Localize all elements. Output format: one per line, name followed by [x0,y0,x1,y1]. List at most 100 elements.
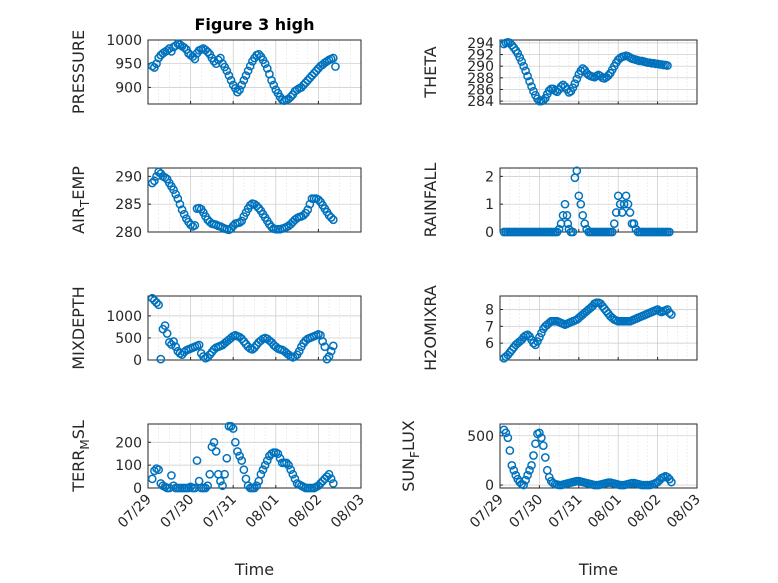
mixdepth-data-point [160,321,170,330]
pressure-data-point [305,73,315,83]
terr_msl-data-point [164,483,174,493]
terr_msl-data-point [190,483,200,493]
rainfall-data-point [580,219,590,229]
pressure-data-point [179,43,189,52]
h2omixra-y-tick-label: 8 [485,302,494,318]
pressure-data-point [307,71,317,80]
theta-y-tick-label: 292 [467,48,494,64]
terr_msl-data-point [237,456,247,465]
theta-data-point [523,71,532,81]
pressure-data-point [309,68,319,78]
pressure-y-tick-label: 900 [115,80,142,96]
h2omixra-data-point [529,338,538,348]
terr_msl-y-axis-label-main: TERR [69,450,88,493]
terr_msl-data-point [220,469,230,479]
terr_msl-x-tick-label: 07/30 [158,492,198,532]
sun_flux-y-tick-label: 500 [467,429,494,445]
pressure-data-point [328,53,338,63]
terr_msl-x-tick-label: 08/01 [243,492,283,532]
terr_msl-data-point [167,471,176,480]
theta-data-point [529,86,538,96]
rainfall-data-point [623,199,633,209]
sun_flux-x-tick-label: 08/02 [625,492,665,532]
rainfall-y-tick-label: 1 [485,197,494,213]
pressure-data-point [267,75,276,85]
mixdepth-y-axis-label-text: MIXDEPTH [69,286,88,369]
terr_msl-data-point [314,481,323,491]
terr_msl-data-point [258,465,268,475]
pressure-data-point [167,47,176,56]
sun_flux-x-tick-label: 07/30 [506,492,546,532]
theta-y-axis-label: THETA [421,46,440,98]
sun_flux-data-point [537,433,546,443]
terr_msl-data-point [205,469,215,479]
panel-air_temp: 280 285 290 AIRTEMP [69,166,362,241]
air_temp-data-point [314,195,323,205]
air_temp-data-point [326,213,336,222]
h2omixra-y-tick-label: 7 [485,319,494,335]
terr_msl-data-point [239,465,249,475]
terr_msl-data-point [222,453,232,463]
mixdepth-data-point [179,347,189,357]
mixdepth-y-axis-label: MIXDEPTH [69,286,88,369]
terr_msl-data-point [147,474,157,484]
mixdepth-data-point [209,345,219,354]
sun_flux-data-point [527,461,536,470]
theta-y-tick-label: 294 [467,36,494,52]
air_temp-data-point [175,199,185,209]
rainfall-data-point [625,208,635,217]
panel-rainfall: 0 1 2 RAINFALL [421,163,698,241]
pressure-data-point [331,62,340,71]
sun_flux-data-point [507,461,517,470]
sun_flux-data-point [505,446,515,455]
rainfall-data-point [576,199,586,209]
terr_msl-data-point [233,447,242,456]
theta-data-point [538,96,548,105]
theta-data-point [517,57,527,66]
terr_msl-data-point [288,469,298,479]
terr_msl-data-point [260,460,270,470]
pressure-axes-frame [147,39,362,105]
sun_flux-data-point [535,428,544,438]
mixdepth-data-point [318,337,328,346]
sun_flux-data-point [531,439,540,449]
terr_msl-y-axis-label-rest: SL [69,420,88,439]
mixdepth-data-point [326,346,336,356]
mixdepth-data-point [164,337,174,347]
terr_msl-y-axis-label-sub: M [78,439,92,449]
air_temp-data-point [179,209,189,219]
terr_msl-x-tick-label: 07/29 [115,492,155,532]
air_temp-y-axis-label: AIRTEMP [69,166,92,234]
mixdepth-data-point [171,342,181,352]
sun_flux-data-point [525,465,534,475]
rainfall-data-point [574,191,584,201]
terr_msl-data-point [324,469,334,479]
pressure-y-tick-label: 950 [115,57,142,73]
sun_flux-data-point [540,453,550,462]
rainfall-data-point [560,199,570,209]
pressure-data-point [190,54,200,64]
mixdepth-data-point [169,337,178,346]
pressure-data-point [303,75,313,85]
terr_msl-data-point [275,453,285,463]
panel-sun_flux: 0 500 07/29 07/30 07/31 08/01 08/02 08/03 Time SU… [399,420,704,579]
terr_msl-data-point [318,476,328,486]
sun_flux-y-axis-label: SUNFLUX [399,420,422,492]
sun_flux-data-point [503,433,513,443]
terr_msl-data-point [322,472,332,481]
pressure-data-point [222,66,232,76]
terr_msl-data-point [203,481,212,491]
terr_msl-data-point [226,421,236,431]
terr_msl-x-tick-label: 08/02 [285,492,325,532]
terr_msl-data-point [201,483,210,493]
h2omixra-data-point [535,332,544,342]
terr_msl-y-tick-label: 0 [133,481,142,497]
terr_msl-data-point [228,424,238,433]
sun_flux-y-axis-label-main: SUN [399,458,418,492]
terr_msl-data-point [218,481,227,491]
h2omixra-y-axis-label: H2OMIXRA [421,285,440,371]
figure-title: Figure 3 high [195,15,315,34]
panel-mixdepth: 0 500 1000 MIXDEPTH [69,286,362,370]
air_temp-data-point [150,176,159,186]
